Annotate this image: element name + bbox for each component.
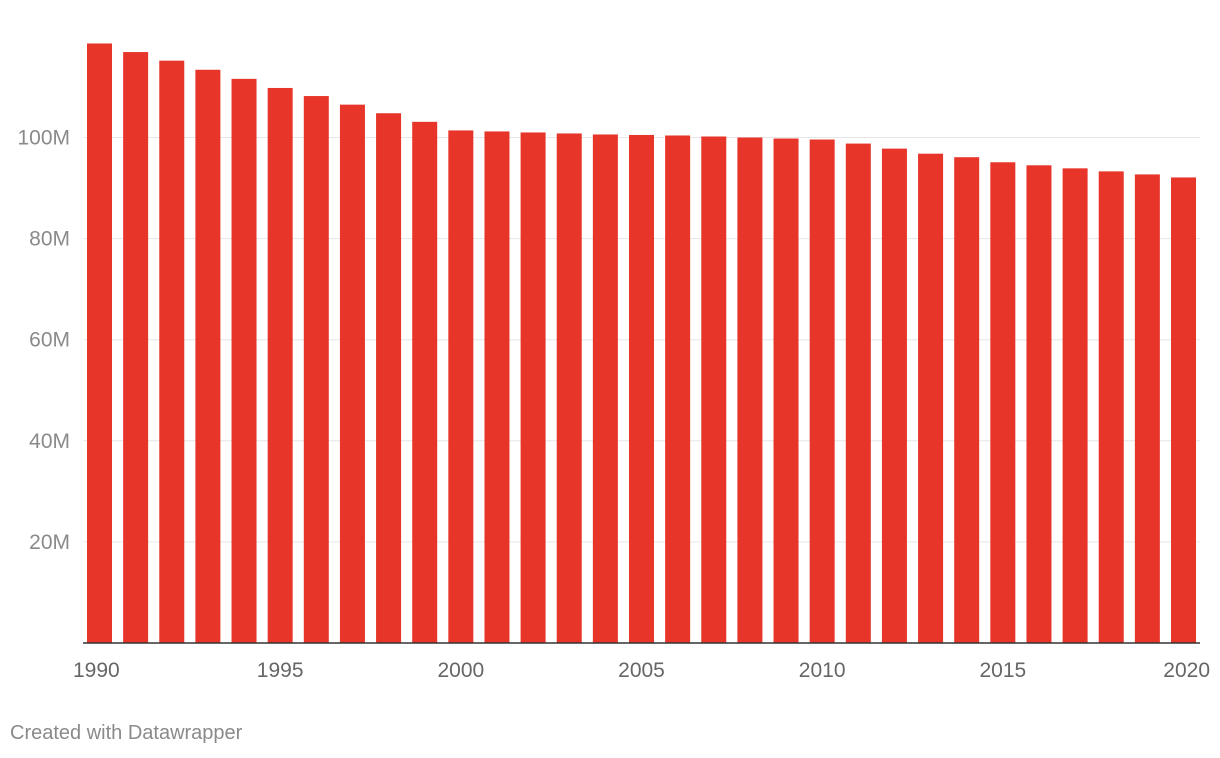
bar-2004 <box>592 134 618 643</box>
bar-2012 <box>881 148 907 643</box>
y-tick-label: 80M <box>29 228 70 251</box>
credit-text: Created with Datawrapper <box>10 722 243 744</box>
bar-1996 <box>303 96 329 644</box>
x-axis-tick-labels: 1990 1995 2000 2005 2010 2015 2020 <box>73 659 1210 682</box>
bar-1994 <box>231 78 257 644</box>
bar-2011 <box>845 143 871 643</box>
bar-1991 <box>123 52 149 643</box>
x-tick-label: 2000 <box>437 659 484 682</box>
bar-1990 <box>87 43 112 644</box>
bar-1998 <box>376 113 402 644</box>
x-tick-label: 2020 <box>1163 659 1210 682</box>
bar-2006 <box>665 135 691 644</box>
bar-2018 <box>1098 171 1124 643</box>
bar-1999 <box>412 121 438 643</box>
bar-2013 <box>918 153 944 643</box>
bars <box>87 43 1196 644</box>
bar-2019 <box>1134 174 1160 643</box>
bar-1992 <box>159 60 185 644</box>
bar-2001 <box>484 131 510 643</box>
bar-1993 <box>195 69 221 643</box>
bar-2015 <box>990 162 1016 643</box>
bar-2016 <box>1026 165 1052 644</box>
bar-1997 <box>339 104 365 643</box>
bar-2002 <box>520 132 546 643</box>
x-tick-label: 1995 <box>257 659 304 682</box>
y-tick-label: 20M <box>29 531 70 554</box>
bar-2017 <box>1062 168 1088 643</box>
x-tick-label: 2015 <box>979 659 1026 682</box>
bar-2000 <box>448 130 474 644</box>
bar-2009 <box>773 138 799 643</box>
bar-2010 <box>809 139 835 643</box>
bar-2005 <box>629 134 654 643</box>
bar-2020 <box>1171 177 1196 643</box>
x-tick-label: 1990 <box>73 659 120 682</box>
y-tick-label: 40M <box>29 430 70 453</box>
x-tick-label: 2010 <box>799 659 846 682</box>
x-tick-label: 2005 <box>618 659 665 682</box>
bar-2003 <box>556 133 582 643</box>
bar-2007 <box>701 136 727 644</box>
bar-1995 <box>267 87 293 643</box>
y-axis-tick-labels: 20M 40M 60M 80M 100M <box>17 127 70 554</box>
y-tick-label: 60M <box>29 329 70 352</box>
bar-2008 <box>737 137 763 643</box>
bar-2014 <box>954 157 980 643</box>
y-tick-label: 100M <box>17 127 70 150</box>
